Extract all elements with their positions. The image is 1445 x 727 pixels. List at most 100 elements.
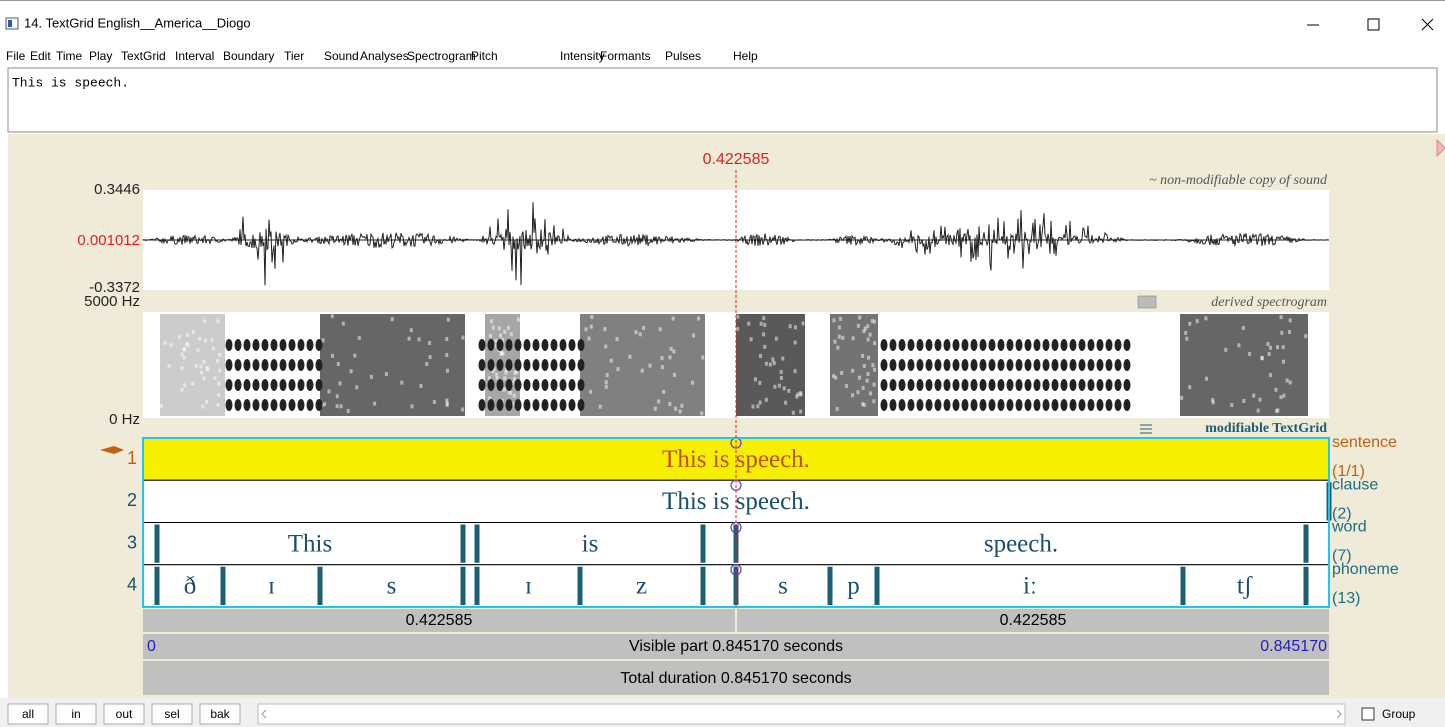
zoom-button-label[interactable]: all [22, 707, 34, 721]
spec-speck [1248, 352, 1251, 356]
visible-label: Visible part 0.845170 seconds [629, 638, 843, 655]
spec-speck [691, 381, 694, 385]
spec-speck [634, 330, 637, 334]
menu-item[interactable]: File [6, 49, 26, 63]
spec-formant [226, 359, 233, 371]
spec-speck [183, 383, 186, 387]
spec-speck [1205, 377, 1208, 381]
scrollbar[interactable] [258, 704, 1345, 724]
spec-speck [408, 337, 411, 341]
spec-speck [862, 386, 865, 390]
spec-speck [674, 407, 677, 411]
spec-speck [355, 385, 358, 389]
spec-formant [479, 379, 486, 391]
menu-item[interactable]: Spectrogram [407, 49, 476, 63]
tier-name: clause [1332, 476, 1378, 493]
spec-speck [1269, 346, 1272, 350]
spec-speck [1242, 326, 1245, 330]
spec-speck [1258, 398, 1261, 402]
spec-formant [280, 359, 287, 371]
spec-formant [578, 359, 585, 371]
spec-speck [336, 394, 339, 398]
menu-item[interactable]: Intensity [560, 49, 605, 63]
spec-speck [1252, 394, 1255, 398]
menu-item[interactable]: Interval [175, 49, 214, 63]
spec-speck [1204, 316, 1207, 320]
group-label[interactable]: Group [1382, 707, 1416, 721]
spec-speck [659, 327, 662, 331]
spec-formant [253, 379, 260, 391]
spec-formant [1097, 339, 1104, 351]
spec-speck [1282, 345, 1285, 349]
spec-formant [569, 399, 576, 411]
menu-item[interactable]: TextGrid [121, 49, 166, 63]
spec-formant [497, 379, 504, 391]
menu-item[interactable]: Time [56, 49, 83, 63]
menu-item[interactable]: Boundary [223, 49, 274, 63]
spec-speck [585, 327, 588, 331]
spec-speck [507, 326, 510, 330]
menu-item[interactable]: Tier [284, 49, 304, 63]
spec-speck [217, 403, 220, 407]
zoom-button-label[interactable]: out [116, 707, 133, 721]
zoom-button-label[interactable]: in [71, 707, 80, 721]
spec-speck [605, 385, 608, 389]
spec-formant [262, 339, 269, 351]
menu-item[interactable]: Help [733, 49, 758, 63]
spec-speck [207, 367, 210, 371]
spec-speck [754, 377, 757, 381]
spec-speck [775, 337, 778, 341]
spec-speck [433, 400, 436, 404]
spec-speck [862, 329, 865, 333]
spec-formant [890, 379, 897, 391]
spec-speck [680, 404, 683, 408]
spec-speck [604, 345, 607, 349]
spec-formant [899, 379, 906, 391]
spec-formant [497, 359, 504, 371]
spec-formant [307, 339, 314, 351]
tier-name: word [1331, 519, 1367, 536]
spec-formant [289, 379, 296, 391]
menu-item[interactable]: Edit [30, 49, 51, 63]
spec-formant [1052, 339, 1059, 351]
menu-item[interactable]: Analyses [360, 49, 409, 63]
spec-speck [323, 402, 326, 406]
spec-formant [316, 399, 323, 411]
spec-speck [662, 390, 665, 394]
spec-formant [1115, 379, 1122, 391]
menu-item[interactable]: Pitch [471, 49, 498, 63]
spec-speck [429, 355, 432, 359]
menu-item[interactable]: Play [89, 49, 112, 63]
menu-item[interactable]: Pulses [665, 49, 701, 63]
spec-formant [560, 339, 567, 351]
menu-item[interactable]: Sound [324, 49, 359, 63]
window-title: 14. TextGrid English__America__Diogo [24, 15, 251, 30]
zoom-button-label[interactable]: sel [164, 707, 179, 721]
spec-speck [214, 376, 217, 380]
spec-formant [881, 359, 888, 371]
spec-speck [794, 341, 797, 345]
spec-speck [202, 360, 205, 364]
spec-formant [253, 399, 260, 411]
spec-formant [926, 339, 933, 351]
interval-text: p [847, 573, 860, 600]
spec-speck [391, 317, 394, 321]
spec-speck [517, 318, 520, 322]
spec-formant [244, 379, 251, 391]
spec-speck [499, 334, 502, 338]
tier-number: 2 [127, 490, 137, 510]
menu-item[interactable]: Formants [600, 49, 651, 63]
spec-formant [262, 359, 269, 371]
spec-speck [789, 324, 792, 328]
spec-speck [590, 315, 593, 319]
spec-speck [503, 330, 506, 334]
group-checkbox[interactable] [1362, 708, 1374, 720]
spec-formant [262, 379, 269, 391]
zoom-button-label[interactable]: bak [210, 707, 230, 721]
text-field-box[interactable] [8, 68, 1437, 132]
spec-formant [998, 339, 1005, 351]
spec-formant [560, 399, 567, 411]
text-field[interactable]: This is speech. [12, 75, 129, 90]
spec-noise [320, 314, 465, 416]
spec-speck [765, 398, 768, 402]
